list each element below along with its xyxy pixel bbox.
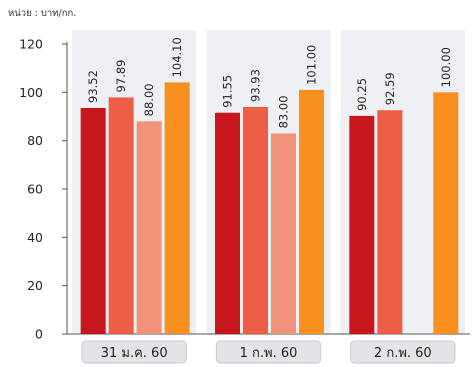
bar	[299, 89, 324, 335]
bar	[215, 112, 240, 334]
value-label: 91.55	[221, 75, 235, 108]
value-label: 90.25	[355, 78, 369, 111]
bar	[433, 92, 459, 334]
value-label: 83.00	[277, 95, 291, 128]
x-axis: 31 ม.ค. 60 1 ก.พ. 60 2 ก.พ. 60	[81, 340, 456, 364]
bar	[136, 121, 162, 334]
bar	[243, 107, 268, 334]
y-tick-label: 120	[19, 37, 43, 52]
y-tick-label: 60	[27, 182, 43, 197]
value-label: 97.89	[114, 59, 128, 92]
category-label: 2 ก.พ. 60	[374, 346, 432, 361]
bar	[164, 82, 190, 334]
value-label: 93.52	[86, 70, 100, 103]
y-tick-label: 20	[27, 278, 43, 293]
category-label-box	[81, 340, 187, 364]
category-label-box	[215, 340, 322, 364]
bar	[377, 110, 403, 334]
unit-label: หน่วย : บาท/กก.	[8, 8, 76, 19]
category-label: 1 ก.พ. 60	[240, 346, 298, 361]
value-label: 92.59	[383, 72, 397, 105]
value-label: 93.93	[249, 69, 263, 102]
y-tick-label: 80	[27, 133, 43, 148]
bar	[108, 97, 134, 335]
value-labels: 93.52 97.89 88.00 104.10 91.55 93.93 83.00 101.…	[86, 37, 453, 128]
value-label: 88.00	[142, 83, 156, 116]
y-tick-label: 100	[19, 85, 43, 100]
y-axis: 0 20 40 60 80 100 120	[19, 37, 470, 342]
category-label: 31 ม.ค. 60	[101, 346, 168, 361]
value-label: 100.00	[439, 47, 453, 87]
y-tick-label: 40	[27, 230, 43, 245]
bar	[80, 107, 106, 334]
y-tick-label: 0	[35, 327, 43, 342]
bar	[271, 133, 296, 334]
category-label-box	[350, 340, 456, 364]
value-label: 104.10	[170, 37, 184, 77]
bar	[349, 115, 375, 334]
value-label: 101.00	[305, 45, 319, 85]
bars	[80, 82, 459, 335]
